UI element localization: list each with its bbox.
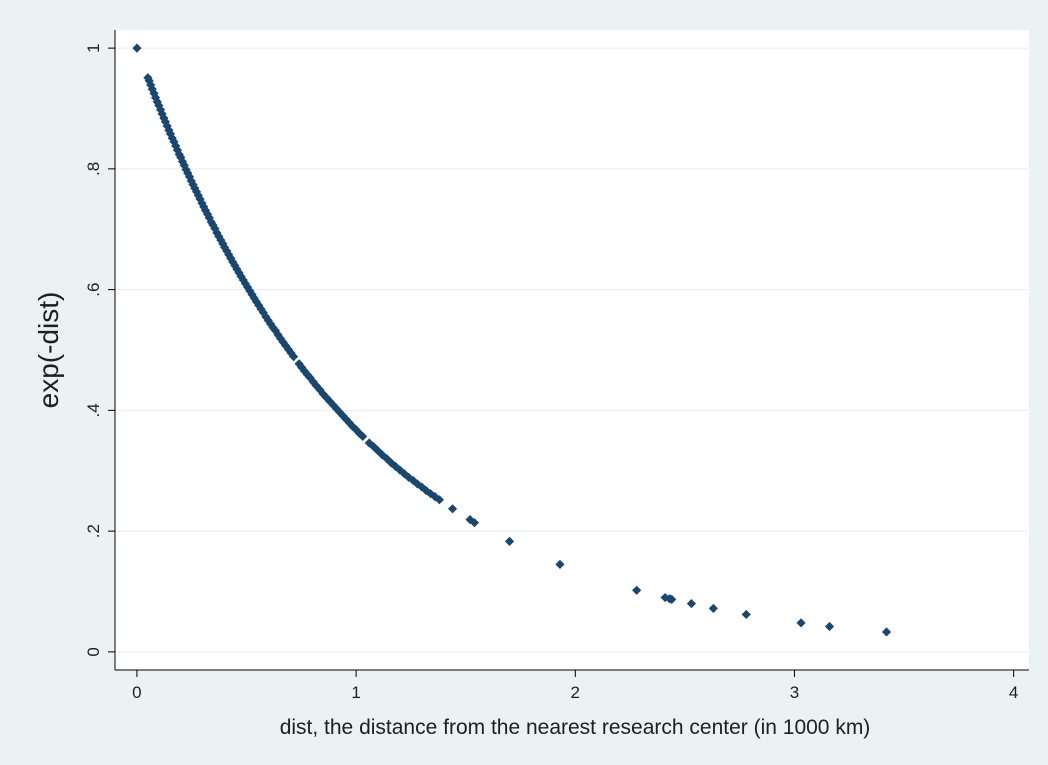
y-axis: 0 .2 .4 .6 .8 1 — [84, 30, 116, 670]
data-point — [824, 621, 835, 632]
y-tick-label: .4 — [84, 403, 103, 417]
data-point — [373, 446, 383, 456]
data-point — [281, 341, 291, 351]
data-point — [632, 585, 642, 595]
data-point — [335, 407, 345, 417]
data-point — [232, 264, 242, 274]
data-point — [224, 250, 234, 260]
data-point — [311, 381, 321, 391]
data-point — [254, 300, 264, 310]
data-point — [268, 323, 278, 333]
data-point — [390, 461, 401, 472]
data-point — [399, 469, 409, 479]
data-point — [338, 411, 348, 421]
y-tick-label: 0 — [84, 647, 103, 656]
data-point — [447, 504, 458, 514]
data-point — [226, 253, 236, 263]
data-point — [708, 603, 718, 614]
plot-region — [115, 30, 1029, 670]
data-point — [434, 495, 444, 505]
data-point — [344, 418, 355, 428]
data-point — [348, 422, 358, 432]
data-point — [149, 88, 159, 98]
data-point — [236, 271, 246, 281]
x-tick-label: 1 — [351, 683, 360, 702]
data-point — [686, 598, 697, 609]
data-point — [132, 43, 142, 53]
data-point — [249, 293, 259, 303]
x-axis-title: dist, the distance from the nearest rese… — [280, 716, 871, 739]
data-point — [261, 312, 271, 322]
x-axis: 0 1 2 3 4 — [115, 669, 1029, 702]
data-point — [266, 319, 276, 329]
data-point — [555, 559, 565, 569]
data-point — [404, 472, 414, 482]
data-point — [256, 304, 266, 314]
data-point — [796, 618, 806, 628]
data-point — [465, 515, 475, 525]
data-point — [382, 454, 392, 464]
gridlines — [115, 47, 1029, 653]
y-tick-label: 1 — [84, 43, 103, 52]
data-point — [412, 479, 423, 489]
data-points — [132, 43, 892, 637]
data-point — [881, 627, 892, 637]
y-tick-label: .6 — [84, 283, 103, 297]
data-point — [741, 609, 751, 620]
data-point — [369, 442, 379, 452]
y-tick-label: .8 — [84, 162, 103, 176]
data-point — [354, 428, 364, 438]
data-point — [243, 282, 253, 292]
data-point — [328, 400, 338, 410]
data-point — [157, 109, 167, 119]
data-point — [289, 352, 299, 362]
data-point — [469, 518, 480, 528]
x-tick-label: 2 — [571, 683, 580, 702]
data-point — [302, 370, 313, 380]
data-point — [275, 333, 286, 344]
data-point — [667, 594, 677, 604]
data-point — [504, 536, 515, 546]
y-axis-title: exp(-dist) — [33, 292, 64, 409]
data-point — [238, 275, 248, 285]
x-tick-label: 0 — [132, 683, 141, 702]
x-tick-label: 3 — [790, 683, 799, 702]
data-point — [318, 389, 328, 399]
data-point — [297, 362, 307, 373]
y-tick-label: .2 — [84, 524, 103, 538]
data-point — [358, 431, 368, 441]
x-tick-label: 4 — [1009, 683, 1018, 702]
data-point — [247, 289, 257, 300]
